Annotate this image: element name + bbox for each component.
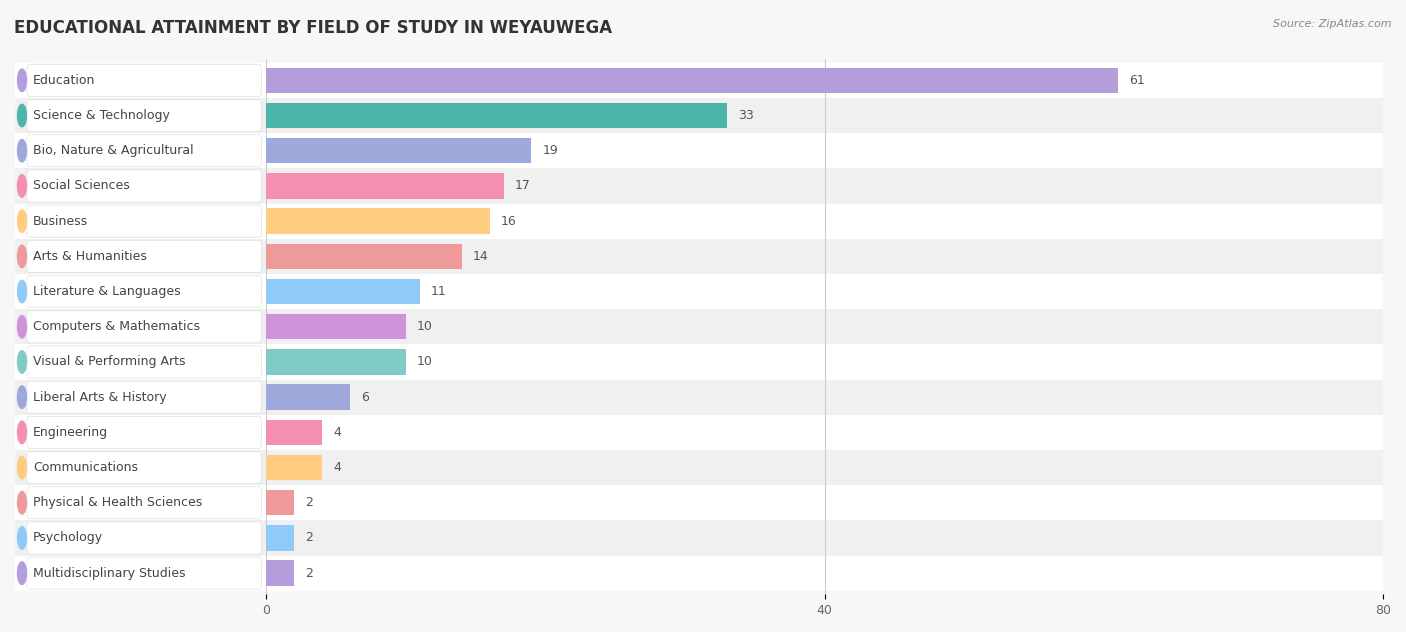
Bar [266, 103, 727, 128]
Text: Source: ZipAtlas.com: Source: ZipAtlas.com [1274, 19, 1392, 29]
Bar [266, 244, 461, 269]
Bar [266, 349, 406, 375]
Bar [0, 520, 1406, 556]
Circle shape [17, 562, 27, 585]
Circle shape [17, 526, 27, 549]
Bar [0, 204, 1406, 239]
Circle shape [17, 421, 27, 444]
Bar [266, 455, 322, 480]
Bar [0, 239, 1406, 274]
FancyBboxPatch shape [27, 64, 262, 97]
Bar [266, 314, 406, 339]
Circle shape [17, 69, 27, 92]
Text: 4: 4 [333, 426, 342, 439]
Circle shape [17, 315, 27, 338]
Text: Literature & Languages: Literature & Languages [34, 285, 181, 298]
Circle shape [17, 174, 27, 197]
Text: 4: 4 [333, 461, 342, 474]
Bar [0, 556, 1406, 591]
Text: Business: Business [34, 215, 89, 228]
Bar [266, 561, 294, 586]
Bar [0, 309, 1406, 344]
Bar [0, 63, 1406, 98]
Text: Physical & Health Sciences: Physical & Health Sciences [34, 496, 202, 509]
Circle shape [17, 351, 27, 374]
Text: 33: 33 [738, 109, 754, 122]
Text: 6: 6 [361, 391, 368, 404]
Text: Engineering: Engineering [34, 426, 108, 439]
Text: 2: 2 [305, 532, 314, 544]
FancyBboxPatch shape [27, 240, 262, 272]
Text: 61: 61 [1129, 74, 1144, 87]
Circle shape [17, 386, 27, 408]
Bar [266, 525, 294, 550]
Text: 2: 2 [305, 567, 314, 580]
Text: 16: 16 [501, 215, 516, 228]
Bar [0, 168, 1406, 204]
Bar [266, 209, 489, 234]
FancyBboxPatch shape [27, 557, 262, 589]
Circle shape [17, 456, 27, 479]
Circle shape [17, 245, 27, 267]
Circle shape [17, 210, 27, 233]
Text: 10: 10 [418, 355, 433, 368]
FancyBboxPatch shape [27, 135, 262, 167]
FancyBboxPatch shape [27, 276, 262, 308]
FancyBboxPatch shape [27, 311, 262, 343]
Bar [0, 274, 1406, 309]
Text: Visual & Performing Arts: Visual & Performing Arts [34, 355, 186, 368]
Text: Arts & Humanities: Arts & Humanities [34, 250, 148, 263]
Text: Liberal Arts & History: Liberal Arts & History [34, 391, 167, 404]
Text: EDUCATIONAL ATTAINMENT BY FIELD OF STUDY IN WEYAUWEGA: EDUCATIONAL ATTAINMENT BY FIELD OF STUDY… [14, 19, 612, 37]
Text: Multidisciplinary Studies: Multidisciplinary Studies [34, 567, 186, 580]
Bar [266, 68, 1118, 93]
Text: 10: 10 [418, 320, 433, 333]
Circle shape [17, 104, 27, 127]
Text: Social Sciences: Social Sciences [34, 179, 129, 193]
Text: Communications: Communications [34, 461, 138, 474]
Text: 2: 2 [305, 496, 314, 509]
Text: Psychology: Psychology [34, 532, 103, 544]
FancyBboxPatch shape [27, 346, 262, 378]
Bar [266, 420, 322, 445]
FancyBboxPatch shape [27, 522, 262, 554]
FancyBboxPatch shape [27, 205, 262, 237]
Text: 11: 11 [432, 285, 447, 298]
FancyBboxPatch shape [27, 487, 262, 519]
Bar [0, 450, 1406, 485]
Text: 14: 14 [472, 250, 489, 263]
FancyBboxPatch shape [27, 170, 262, 202]
Text: 19: 19 [543, 144, 558, 157]
FancyBboxPatch shape [27, 416, 262, 449]
Circle shape [17, 492, 27, 514]
Text: Computers & Mathematics: Computers & Mathematics [34, 320, 200, 333]
Text: Education: Education [34, 74, 96, 87]
Text: Science & Technology: Science & Technology [34, 109, 170, 122]
Bar [266, 279, 420, 304]
Bar [266, 138, 531, 164]
Bar [266, 490, 294, 516]
FancyBboxPatch shape [27, 381, 262, 413]
Circle shape [17, 140, 27, 162]
Text: Bio, Nature & Agricultural: Bio, Nature & Agricultural [34, 144, 194, 157]
Bar [266, 173, 503, 198]
Bar [0, 98, 1406, 133]
Bar [0, 485, 1406, 520]
Text: 17: 17 [515, 179, 530, 193]
FancyBboxPatch shape [27, 451, 262, 483]
Circle shape [17, 281, 27, 303]
Bar [0, 344, 1406, 380]
Bar [0, 380, 1406, 415]
Bar [0, 133, 1406, 168]
Bar [266, 384, 350, 410]
Bar [0, 415, 1406, 450]
FancyBboxPatch shape [27, 99, 262, 131]
